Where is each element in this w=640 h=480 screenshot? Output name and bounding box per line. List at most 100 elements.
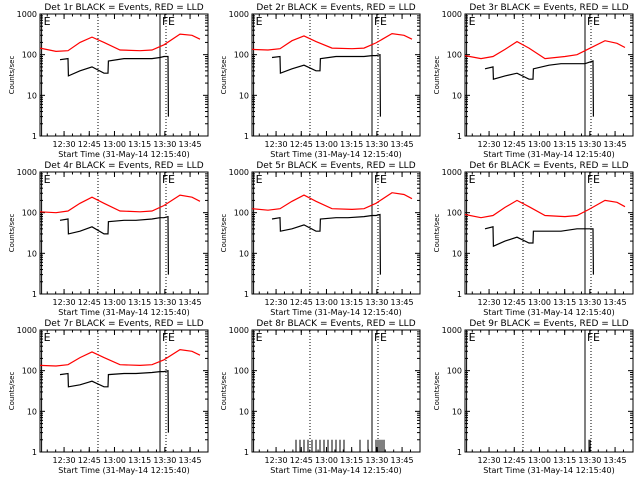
events-rate-line — [59, 369, 169, 433]
time-marker-label: F — [162, 331, 168, 344]
x-axis-label: Start Time (31-May-14 12:15:40) — [483, 308, 614, 317]
x-axis-label: Start Time (31-May-14 12:15:40) — [483, 150, 614, 159]
plot-frame — [39, 329, 209, 453]
chart-title: Det 6r BLACK = Events, RED = LLD — [469, 161, 628, 171]
x-tick-label: 13:45 — [604, 456, 627, 465]
x-tick-label: 13:45 — [391, 140, 414, 149]
y-tick-label: 1000 — [229, 10, 249, 19]
y-tick-label: 10 — [452, 249, 462, 258]
y-tick-label: 1000 — [17, 326, 37, 335]
x-tick-label: 13:30 — [578, 298, 601, 307]
y-tick-label: 1000 — [442, 10, 462, 19]
x-tick-label: 13:15 — [128, 456, 151, 465]
x-tick-label: 13:00 — [103, 456, 126, 465]
chart-title: Det 1r BLACK = Events, RED = LLD — [44, 3, 203, 13]
plot-frame — [39, 13, 209, 137]
y-tick-label: 1 — [457, 132, 462, 141]
y-tick-label: 1000 — [17, 168, 37, 177]
x-axis-label: Start Time (31-May-14 12:15:40) — [58, 466, 189, 475]
x-tick-label: 13:30 — [365, 456, 388, 465]
x-tick-label: 12:30 — [265, 140, 288, 149]
time-marker-label: F — [374, 173, 380, 186]
x-tick-label: 13:45 — [179, 140, 202, 149]
lld-rate-line — [39, 33, 201, 53]
time-marker-label: F — [587, 15, 593, 28]
y-tick-label: 1 — [457, 448, 462, 457]
x-axis-label: Start Time (31-May-14 12:15:40) — [270, 150, 401, 159]
x-axis-label: Start Time (31-May-14 12:15:40) — [483, 466, 614, 475]
time-marker-label: E — [380, 15, 387, 28]
plot-frame — [464, 171, 634, 295]
x-tick-label: 13:00 — [528, 298, 551, 307]
x-tick-label: 12:45 — [290, 456, 313, 465]
events-rate-line — [59, 215, 169, 275]
lld-rate-line — [39, 194, 201, 214]
y-axis-label: Counts/sec — [433, 56, 441, 95]
y-tick-label: 1000 — [229, 168, 249, 177]
y-tick-label: 100 — [22, 51, 37, 60]
x-tick-label: 13:15 — [340, 298, 363, 307]
chart-title: Det 8r BLACK = Events, RED = LLD — [256, 319, 415, 329]
y-tick-label: 1 — [457, 290, 462, 299]
chart-panel-6: Det 6r BLACK = Events, RED = LLD 1 10 100 10… — [433, 161, 634, 317]
y-axis-label: Counts/sec — [220, 214, 228, 253]
chart-title: Det 7r BLACK = Events, RED = LLD — [44, 319, 203, 329]
y-axis-label: Counts/sec — [433, 372, 441, 411]
x-tick-label: 13:45 — [179, 456, 202, 465]
events-rate-line — [59, 55, 169, 117]
plot-frame — [464, 329, 634, 453]
plot-frame — [39, 171, 209, 295]
x-tick-label: 12:45 — [503, 140, 526, 149]
x-tick-label: 13:15 — [553, 140, 576, 149]
lld-rate-line — [251, 192, 413, 211]
time-marker-label: E — [44, 331, 51, 344]
x-tick-label: 12:45 — [503, 298, 526, 307]
time-marker-label: E — [469, 173, 476, 186]
y-axis-label: Counts/sec — [8, 214, 16, 253]
events-rate-line — [271, 213, 381, 275]
x-tick-label: 13:30 — [578, 140, 601, 149]
x-tick-label: 13:15 — [128, 140, 151, 149]
x-tick-label: 12:30 — [53, 298, 76, 307]
x-tick-label: 13:45 — [391, 298, 414, 307]
x-tick-label: 12:30 — [265, 456, 288, 465]
lld-rate-line — [39, 348, 201, 367]
y-tick-label: 1 — [244, 290, 249, 299]
x-tick-label: 12:45 — [290, 140, 313, 149]
plot-frame — [251, 329, 421, 453]
x-tick-label: 13:30 — [578, 456, 601, 465]
x-tick-label: 12:30 — [53, 456, 76, 465]
time-marker-label: E — [469, 15, 476, 28]
y-tick-label: 1000 — [17, 10, 37, 19]
y-tick-label: 1 — [32, 132, 37, 141]
y-axis-label: Counts/sec — [8, 56, 16, 95]
time-marker-label: E — [168, 173, 175, 186]
x-tick-label: 12:45 — [78, 140, 101, 149]
chart-panel-2: Det 2r BLACK = Events, RED = LLD 1 10 100 10… — [220, 3, 421, 159]
x-tick-label: 12:30 — [478, 298, 501, 307]
y-tick-label: 1 — [32, 448, 37, 457]
chart-panel-8: Det 8r BLACK = Events, RED = LLD 1 10 100 10… — [220, 319, 421, 475]
x-tick-label: 13:15 — [553, 298, 576, 307]
y-tick-label: 10 — [239, 91, 249, 100]
time-marker-label: E — [44, 173, 51, 186]
time-marker-label: E — [168, 331, 175, 344]
chart-panel-7: Det 7r BLACK = Events, RED = LLD 1 10 100 10… — [8, 319, 209, 475]
x-tick-label: 12:45 — [503, 456, 526, 465]
time-marker-label: E — [256, 15, 263, 28]
y-axis-label: Counts/sec — [220, 372, 228, 411]
x-tick-label: 13:15 — [340, 456, 363, 465]
x-tick-label: 13:15 — [340, 140, 363, 149]
chart-panel-4: Det 4r BLACK = Events, RED = LLD 1 10 100 10… — [8, 161, 209, 317]
time-marker-label: E — [593, 173, 600, 186]
chart-title: Det 4r BLACK = Events, RED = LLD — [44, 161, 203, 171]
x-tick-label: 13:30 — [153, 298, 176, 307]
x-tick-label: 13:30 — [153, 456, 176, 465]
x-axis-label: Start Time (31-May-14 12:15:40) — [270, 308, 401, 317]
time-marker-label: E — [168, 15, 175, 28]
chart-panel-3: Det 3r BLACK = Events, RED = LLD 1 10 100 10… — [433, 3, 634, 159]
x-tick-label: 12:30 — [53, 140, 76, 149]
time-marker-label: E — [380, 331, 387, 344]
time-marker-label: F — [162, 15, 168, 28]
x-tick-label: 13:30 — [365, 140, 388, 149]
